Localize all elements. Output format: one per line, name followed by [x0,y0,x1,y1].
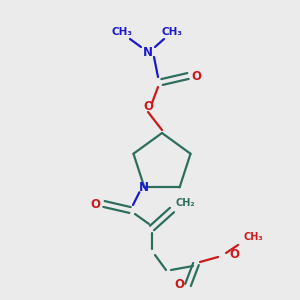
Text: CH₃: CH₃ [112,27,133,37]
Text: CH₂: CH₂ [176,198,196,208]
Text: O: O [229,248,239,262]
Text: CH₃: CH₃ [244,232,264,242]
Text: O: O [90,197,100,211]
Text: CH₃: CH₃ [161,27,182,37]
Text: O: O [191,70,201,83]
Text: N: N [140,181,149,194]
Text: O: O [143,100,153,113]
Text: O: O [174,278,184,292]
Text: N: N [143,46,153,59]
